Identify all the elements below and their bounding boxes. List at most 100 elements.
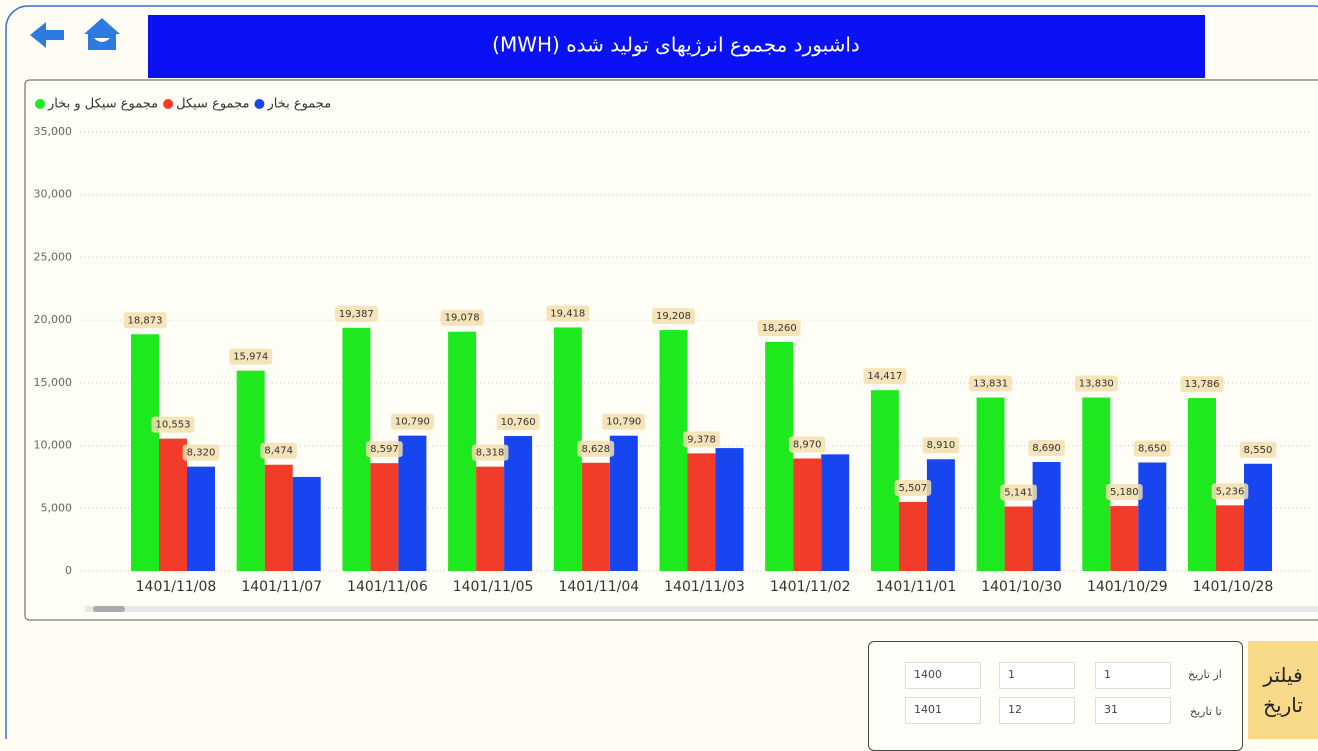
y-tick-label: 20,000 [34,313,73,326]
data-label-bg [602,413,646,430]
data-label: 8,320 [187,448,216,459]
bar [264,464,293,571]
legend-label: مجموع سیکل و بخار [47,97,158,112]
data-label-bg [151,416,195,433]
data-label-bg [440,309,484,326]
data-label-bg [683,431,720,448]
home-icon[interactable] [84,18,120,50]
bar [1082,397,1111,571]
data-label-bg [471,444,509,461]
legend-label: مجموع سیکل [176,97,249,112]
y-tick-label: 30,000 [34,188,73,201]
legend-label: مجموع بخار [266,97,331,112]
x-tick-label: 1401/11/03 [664,579,745,595]
bar [870,390,899,571]
data-label: 5,141 [1004,488,1033,499]
bar [1110,506,1139,571]
data-label: 8,597 [370,444,399,455]
bar [236,370,265,571]
filter-title[interactable]: فیلتر تاریخ [1248,641,1318,739]
data-label-bg [182,444,220,461]
data-label-bg [1239,441,1277,458]
data-label-bg [1028,440,1065,457]
data-label: 5,180 [1110,487,1139,498]
data-label: 19,078 [445,313,480,324]
bar [342,327,371,571]
data-label: 8,474 [264,446,293,457]
data-label: 19,387 [339,309,374,320]
data-label: 8,910 [927,440,956,451]
y-tick-label: 35,000 [34,125,73,138]
filter-title-line: فیلتر [1263,663,1303,687]
bar [370,463,399,571]
bar [821,454,850,571]
data-label: 8,318 [476,448,505,459]
frame [5,5,1318,739]
bar [159,438,187,571]
bar [926,459,955,571]
back-arrow[interactable] [30,22,64,48]
data-label: 14,417 [867,371,902,382]
day-input[interactable]: 31 [1095,697,1171,724]
bar [1188,398,1216,571]
y-tick-label: 25,000 [34,250,73,263]
year-input[interactable]: 1400 [905,662,981,689]
data-label-bg [496,414,540,431]
data-label-bg [757,319,801,336]
bar [553,327,582,571]
legend-marker [254,99,265,109]
data-label: 10,553 [156,420,191,431]
bar [1032,462,1061,571]
data-label: 10,790 [395,417,430,428]
x-tick-label: 1401/11/04 [558,579,639,595]
from-label: از تاریخ [1188,668,1222,681]
bar [448,331,477,571]
filter-title-line: تاریخ [1263,693,1303,717]
x-tick-label: 1401/11/06 [347,579,428,595]
data-label-bg [1074,375,1118,392]
data-label: 10,760 [501,417,536,428]
data-label: 8,650 [1138,444,1167,455]
bar [976,397,1005,571]
x-tick-label: 1401/10/29 [1087,579,1168,595]
bar [659,330,688,571]
data-label-bg [577,440,615,457]
data-label: 18,873 [128,315,163,326]
legend-marker [163,99,174,109]
data-label-bg [123,312,167,329]
back-button[interactable] [30,22,64,48]
bar [292,476,321,571]
data-label-bg [1180,376,1224,393]
bar [715,448,744,571]
bar [1138,462,1167,571]
home-button[interactable] [84,18,120,50]
filter-panel [868,641,1243,751]
scrollbar-track[interactable] [85,606,1318,612]
data-label: 8,550 [1244,445,1273,456]
header-banner [148,15,1205,78]
data-label: 5,236 [1216,486,1245,497]
data-label: 19,208 [656,311,691,322]
month-input[interactable]: 1 [999,662,1075,689]
data-label: 13,831 [973,379,1008,390]
day-input[interactable]: 1 [1095,662,1171,689]
data-label: 5,507 [899,483,928,494]
bar [609,435,638,571]
data-label: 8,690 [1032,443,1061,454]
bar [187,466,215,571]
data-label-bg [229,348,273,365]
year-input[interactable]: 1401 [905,697,981,724]
x-tick-label: 1401/10/28 [1193,579,1274,595]
bar [131,334,159,571]
x-tick-label: 1401/11/01 [876,579,957,595]
bar [476,466,505,571]
month-input[interactable]: 12 [999,697,1075,724]
data-label: 9,378 [687,434,716,445]
data-label: 15,974 [233,352,268,363]
y-tick-label: 10,000 [34,439,73,452]
scrollbar-thumb[interactable] [93,606,125,612]
data-label-bg [1105,484,1143,501]
bar [1216,505,1244,571]
